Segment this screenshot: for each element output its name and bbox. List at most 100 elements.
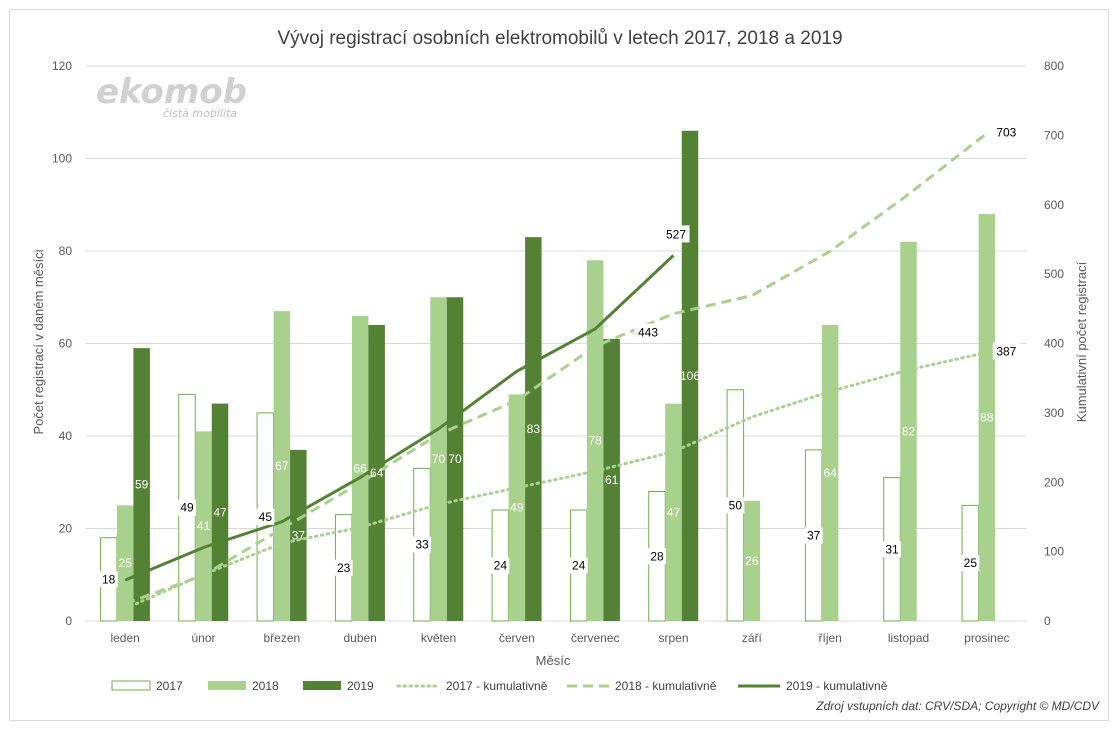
x-tick-label: říjen <box>818 631 841 645</box>
y-axis-left-title: Počet registrací v daném měsíci <box>31 249 46 434</box>
line-2018 - kumulativně <box>124 132 988 606</box>
legend-label-2018: 2018 <box>252 679 279 693</box>
label-bg <box>491 557 510 574</box>
bar-label-2017: 37 <box>807 528 821 542</box>
bar-2019-červenec <box>603 338 620 621</box>
bar-2018-duben <box>351 315 369 621</box>
line-2017 - kumulativně <box>123 351 989 610</box>
y2-tick-label: 700 <box>1044 128 1064 142</box>
bar-label-2018: 41 <box>197 519 211 533</box>
bar-2018-květen <box>430 297 447 621</box>
bar-2018-červen <box>508 394 526 621</box>
legend-label-2019 - kumulativně: 2019 - kumulativně <box>786 679 888 693</box>
x-tick-label: červenec <box>571 631 620 645</box>
bar-label-2017: 50 <box>729 498 743 512</box>
label-bg <box>726 497 745 514</box>
end-label-2017-cum: 387 <box>996 345 1016 359</box>
label-bg <box>178 499 196 516</box>
bar-label-2018: 47 <box>667 505 681 519</box>
label-bg <box>99 571 118 588</box>
y2-tick-label: 100 <box>1044 545 1064 559</box>
bar-2019-květen <box>446 297 464 621</box>
end-label-2019-cum: 527 <box>666 227 686 241</box>
y2-tick-label: 600 <box>1044 198 1064 212</box>
y-axis-right-title: Kumulativní počet registrací <box>1074 261 1089 422</box>
bar-2018-září <box>743 500 761 621</box>
y-axis-right: 0 100 200 300 400 500 600 700 800 <box>1044 59 1064 628</box>
label-bg <box>334 559 353 576</box>
label-2018-cum-srpen: 443 <box>638 326 658 340</box>
bar-2019-březen <box>290 449 307 621</box>
x-tick-label: prosinec <box>964 631 1009 645</box>
x-tick-label: leden <box>110 631 139 645</box>
source-note: Zdroj vstupních dat: CRV/SDA; Copyright … <box>815 699 1100 713</box>
y2-tick-label: 0 <box>1044 614 1051 628</box>
y-tick-label: 100 <box>52 152 72 166</box>
data-labels: 18 49 45 23 33 24 24 28 50 37 31 25 25 41 67 66 70 49 78 47… <box>99 123 1020 588</box>
chart-title: Vývoj registrací osobních elektromobilů … <box>277 28 842 49</box>
line-2019 - kumulativně <box>124 254 675 582</box>
x-tick-label: únor <box>191 631 215 645</box>
y-tick-label: 60 <box>59 337 73 351</box>
bar-label-2018: 49 <box>510 501 524 515</box>
bar-label-2018: 88 <box>980 411 994 425</box>
logo-tagline: čistá mobilita <box>163 107 237 120</box>
legend: 2017 2018 2019 2017 - kumulativně 2018 - kum… <box>111 679 888 693</box>
gridlines <box>86 65 1026 622</box>
bar-label-2018: 70 <box>432 452 446 466</box>
bar-label-2019: 83 <box>527 422 541 436</box>
legend-label-2019: 2019 <box>347 679 374 693</box>
y-axis-left: 0 20 40 60 80 100 120 <box>52 59 72 628</box>
bar-2019-duben <box>368 325 385 621</box>
bar-label-2017: 45 <box>259 510 273 524</box>
bar-2018-leden <box>116 505 134 621</box>
bar-label-2017: 24 <box>572 559 586 573</box>
bar-label-2017: 23 <box>337 561 351 575</box>
label-bg <box>992 123 1020 141</box>
bar-label-2018: 66 <box>353 461 367 475</box>
y2-tick-label: 800 <box>1044 59 1064 73</box>
y2-tick-label: 400 <box>1044 337 1064 351</box>
label-bg <box>569 557 588 574</box>
bar-label-2018: 26 <box>745 554 759 568</box>
legend-label-2017 - kumulativně: 2017 - kumulativně <box>446 679 548 693</box>
legend-swatch-2018 <box>208 681 246 690</box>
bar-label-2017: 28 <box>650 549 664 563</box>
label-bg <box>992 342 1020 360</box>
label-bg <box>804 527 823 544</box>
label-bg <box>883 541 901 558</box>
y2-tick-label: 200 <box>1044 475 1064 489</box>
label-bg <box>413 536 431 553</box>
label-bg <box>256 508 275 525</box>
bar-label-2018: 82 <box>902 424 916 438</box>
bar-label-2017: 18 <box>102 572 116 586</box>
x-tick-label: květen <box>421 631 456 645</box>
y-tick-label: 80 <box>59 244 73 258</box>
label-bg <box>662 225 690 243</box>
bar-label-2018: 64 <box>823 466 837 480</box>
bar-label-2019: 61 <box>605 473 619 487</box>
label-bg <box>961 555 980 572</box>
bar-label-2019: 37 <box>292 528 306 542</box>
legend-label-2017: 2017 <box>156 679 183 693</box>
bar-label-2018: 78 <box>588 434 602 448</box>
y2-tick-label: 500 <box>1044 267 1064 281</box>
x-tick-label: listopad <box>888 631 929 645</box>
y-tick-label: 40 <box>59 429 73 443</box>
x-tick-label: září <box>742 631 763 645</box>
bar-label-2018: 67 <box>275 459 289 473</box>
x-tick-label: srpen <box>658 631 688 645</box>
x-tick-label: březen <box>263 631 300 645</box>
x-axis-title: Měsíc <box>536 653 571 668</box>
bar-label-2017: 49 <box>180 501 194 515</box>
legend-label-2018 - kumulativně: 2018 - kumulativně <box>615 679 717 693</box>
ekomob-logo: ekomob čistá mobilita <box>96 72 247 120</box>
legend-swatch-2017 <box>111 680 151 691</box>
bar-2018-prosinec <box>978 214 996 621</box>
end-label-2018-cum: 703 <box>996 125 1016 139</box>
bar-label-2019: 106 <box>680 369 700 383</box>
y-tick-label: 0 <box>65 614 72 628</box>
bar-label-2017: 31 <box>885 542 899 556</box>
logo-name: ekomob <box>96 72 247 112</box>
